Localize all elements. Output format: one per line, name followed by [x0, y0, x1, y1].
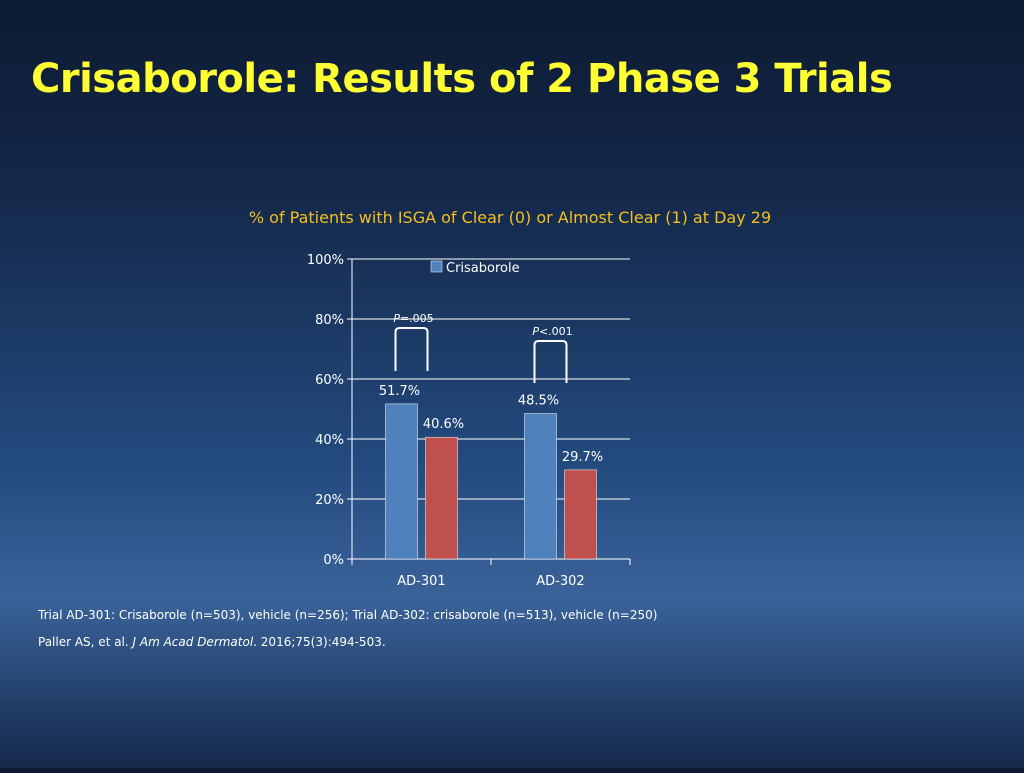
trial-footnote: Trial AD-301: Crisaborole (n=503), vehic…	[38, 608, 658, 622]
data-label: 40.6%	[423, 417, 464, 432]
bar	[564, 469, 597, 560]
legend-swatch	[430, 260, 443, 273]
reference-authors: Paller AS, et al.	[38, 635, 133, 649]
p-value-annotation: P=.005	[393, 312, 433, 325]
chart-title: % of Patients with ISGA of Clear (0) or …	[249, 208, 771, 227]
y-tick-label: 0%	[323, 553, 344, 568]
y-tick-label: 100%	[307, 253, 344, 268]
bar	[524, 413, 557, 560]
p-value-text: =.005	[400, 312, 434, 325]
p-value-italic: P	[393, 312, 400, 325]
p-value-italic: P	[532, 325, 539, 338]
data-label: 29.7%	[562, 450, 603, 465]
reference-details: . 2016;75(3):494-503.	[253, 635, 386, 649]
x-tick-label: AD-301	[397, 574, 445, 589]
reference-journal: J Am Acad Dermatol	[132, 635, 254, 649]
data-label: 51.7%	[379, 384, 420, 399]
y-tick-label: 80%	[315, 313, 344, 328]
p-value-text: <.001	[539, 325, 573, 338]
bar	[425, 436, 458, 560]
p-value-annotation: P<.001	[532, 325, 572, 338]
significance-bracket	[533, 340, 568, 383]
bar	[385, 403, 418, 560]
reference-footnote: Paller AS, et al. J Am Acad Dermatol. 20…	[38, 635, 386, 649]
x-tick-label: AD-302	[536, 574, 584, 589]
y-tick-label: 20%	[315, 493, 344, 508]
data-label: 48.5%	[518, 394, 559, 409]
slide-title: Crisaborole: Results of 2 Phase 3 Trials	[31, 56, 893, 102]
legend-label: Crisaborole	[446, 261, 520, 276]
y-tick-label: 40%	[315, 433, 344, 448]
significance-bracket	[394, 327, 429, 371]
y-tick-label: 60%	[315, 373, 344, 388]
